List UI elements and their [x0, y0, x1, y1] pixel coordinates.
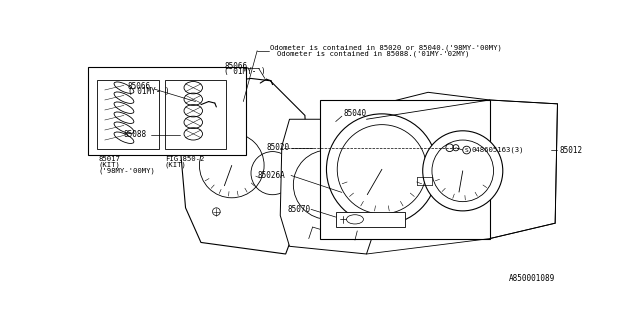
Polygon shape — [280, 119, 382, 254]
Polygon shape — [490, 100, 557, 239]
Text: 85020: 85020 — [266, 143, 289, 152]
Bar — [97, 80, 159, 149]
Text: 85088: 85088 — [124, 130, 147, 139]
Text: 85040: 85040 — [344, 109, 367, 118]
Circle shape — [293, 150, 363, 219]
Text: Odometer is contained in 85020 or 85040.('98MY-'00MY): Odometer is contained in 85020 or 85040.… — [270, 44, 502, 51]
Text: 85012: 85012 — [559, 146, 582, 155]
Circle shape — [422, 131, 503, 211]
Text: 85026A: 85026A — [257, 171, 285, 180]
Bar — [88, 67, 246, 156]
Text: 048605163(3): 048605163(3) — [471, 147, 524, 153]
Text: 85066: 85066 — [128, 82, 151, 91]
Text: (KIT): (KIT) — [164, 161, 187, 168]
Text: 85070: 85070 — [288, 205, 311, 214]
Text: S: S — [465, 148, 468, 153]
Text: ('98MY-'00MY): ('98MY-'00MY) — [99, 168, 156, 174]
Text: ('01MY- ): ('01MY- ) — [224, 67, 266, 76]
Circle shape — [326, 114, 437, 225]
Text: (KIT): (KIT) — [99, 161, 120, 168]
Circle shape — [340, 169, 386, 215]
Text: FIG.850-2: FIG.850-2 — [164, 156, 204, 162]
Text: 85017: 85017 — [99, 156, 120, 162]
Text: 85066: 85066 — [224, 62, 247, 71]
Bar — [164, 80, 227, 149]
Text: A850001089: A850001089 — [509, 274, 556, 283]
Text: ('01MY- ): ('01MY- ) — [128, 87, 170, 96]
Polygon shape — [336, 212, 405, 227]
Text: Odometer is contained in 85088.('01MY-'02MY): Odometer is contained in 85088.('01MY-'0… — [277, 51, 470, 57]
Polygon shape — [320, 92, 490, 119]
Polygon shape — [320, 100, 490, 239]
